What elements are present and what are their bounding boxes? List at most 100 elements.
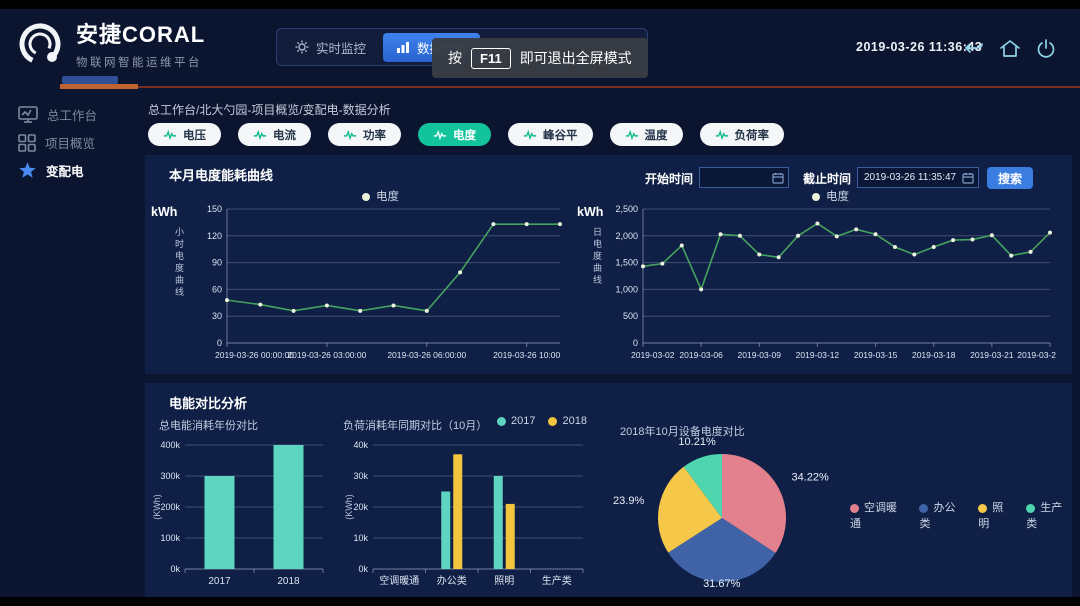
device-pie-chart: 34.22% 31.67% 23.9% 10.21%: [613, 436, 829, 590]
nav-label: 实时监控: [316, 41, 367, 56]
svg-text:0k: 0k: [170, 564, 180, 574]
sidebar-label: 变配电: [46, 165, 84, 179]
monthly-bar-chart: 0k 10k 20k 30k 40k 空调暖通 办公类 照明 生产类 (KWh): [344, 440, 584, 587]
metric-filter-bar: 电压 电流 功率 电度 峰谷平 温度 负荷率: [148, 123, 784, 146]
svg-text:2,500: 2,500: [615, 204, 638, 214]
back-icon[interactable]: [962, 37, 986, 61]
svg-text:(KWh): (KWh): [344, 494, 354, 520]
dashboard-icon: [18, 105, 38, 123]
filter-temperature[interactable]: 温度: [609, 123, 683, 146]
daily-legend[interactable]: 电度: [603, 188, 1058, 204]
calendar-icon[interactable]: [772, 171, 784, 184]
svg-text:40k: 40k: [353, 440, 368, 450]
power-icon[interactable]: [1034, 37, 1058, 61]
hourly-chart-title: 本月电度能耗曲线: [169, 168, 274, 183]
filter-label: 温度: [644, 129, 668, 142]
legend-dot: [850, 503, 859, 513]
legend-label: 电度: [376, 191, 399, 203]
y-unit-label: kWh: [151, 205, 178, 219]
legend-label: 生产类: [1026, 502, 1063, 530]
hourly-chart-block: 本月电度能耗曲线 电度 kWh 小时电度曲线 0 30 60 90 120 150 2019…: [145, 155, 575, 374]
calendar-icon[interactable]: [962, 171, 974, 184]
datetime-display: 2019-03-26 11:36:43: [856, 40, 983, 54]
filter-power[interactable]: 功率: [328, 123, 401, 146]
svg-text:0k: 0k: [358, 564, 368, 574]
legend-item[interactable]: 办公类: [919, 499, 965, 531]
brand-subtitle: 物联网智能运维平台: [76, 57, 202, 69]
svg-text:10.21%: 10.21%: [678, 436, 716, 448]
sidebar-item-project-overview[interactable]: 项目概览: [18, 133, 95, 152]
pie-chart-title: 2018年10月设备电度对比: [620, 426, 745, 438]
hourly-legend[interactable]: 电度: [193, 188, 568, 204]
sidebar-item-substation[interactable]: 变配电: [18, 161, 84, 180]
y-axis-name: 小时电度曲线: [174, 227, 184, 299]
svg-text:400k: 400k: [160, 440, 180, 450]
svg-text:2019-03-12: 2019-03-12: [796, 350, 840, 360]
legend-item[interactable]: 照明: [978, 499, 1013, 531]
toast-text: 即可退出全屏模式: [519, 50, 632, 66]
legend-label: 2018: [562, 415, 587, 427]
svg-text:500: 500: [623, 311, 638, 321]
svg-text:120: 120: [207, 231, 222, 241]
filter-load-rate[interactable]: 负荷率: [699, 123, 784, 146]
header-divider: [60, 86, 1080, 88]
end-time-input[interactable]: [857, 167, 979, 188]
pie-legend[interactable]: 空调暖通 办公类 照明 生产类: [850, 499, 1072, 531]
monthly-bar-legend[interactable]: 2017 2018: [497, 415, 587, 427]
search-button[interactable]: 搜索: [987, 167, 1033, 189]
filter-label: 电流: [273, 129, 296, 142]
logo-icon: [19, 23, 61, 64]
accent-tab-orange: [60, 84, 138, 89]
filter-voltage[interactable]: 电压: [148, 123, 221, 146]
gear-icon: [295, 40, 309, 54]
legend-item[interactable]: 空调暖通: [850, 499, 906, 531]
f11-key-badge: F11: [471, 47, 511, 69]
legend-dot: [978, 503, 988, 513]
brand-title: 安捷CORAL: [76, 22, 206, 47]
svg-text:2019-03-18: 2019-03-18: [912, 350, 956, 360]
yearly-bar-title: 总电能消耗年份对比: [159, 420, 258, 432]
filter-peak-valley[interactable]: 峰谷平: [508, 123, 593, 146]
svg-text:2019-03-09: 2019-03-09: [738, 350, 782, 360]
filter-current[interactable]: 电流: [238, 123, 311, 146]
svg-text:31.67%: 31.67%: [703, 578, 741, 590]
svg-text:生产类: 生产类: [542, 574, 572, 587]
sidebar-item-workbench[interactable]: 总工作台: [18, 105, 97, 124]
svg-text:2018: 2018: [277, 576, 300, 587]
sidebar-label: 总工作台: [47, 109, 98, 123]
svg-text:34.22%: 34.22%: [791, 471, 829, 483]
svg-text:1,000: 1,000: [615, 284, 638, 294]
svg-text:(KWh): (KWh): [152, 494, 162, 520]
svg-text:2019-03-26 00:00:00: 2019-03-26 00:00:00: [215, 350, 294, 360]
svg-text:20k: 20k: [353, 502, 368, 512]
svg-text:23.9%: 23.9%: [613, 495, 644, 507]
end-time-label: 截止时间: [803, 172, 852, 186]
svg-text:0: 0: [633, 338, 638, 348]
nav-item-realtime-monitor[interactable]: 实时监控: [282, 33, 379, 62]
comparison-panel-title: 电能对比分析: [169, 396, 248, 411]
svg-text:2019-03-21: 2019-03-21: [970, 350, 1014, 360]
svg-text:2019-03-26 06:00:00: 2019-03-26 06:00:00: [387, 350, 466, 360]
app-window: 安捷CORAL 物联网智能运维平台 实时监控 数据分析 按 F11 即可退出全屏…: [0, 9, 1080, 597]
brand: 安捷CORAL 物联网智能运维平台: [14, 17, 205, 70]
legend-dot: [919, 503, 929, 513]
bar-chart-icon: [397, 42, 410, 53]
substation-icon: [19, 162, 36, 178]
svg-text:1,500: 1,500: [615, 258, 638, 268]
legend-item[interactable]: 生产类: [1026, 499, 1072, 531]
home-icon[interactable]: [998, 37, 1022, 61]
breadcrumb: 总工作台/北大勺园-项目概览/变配电-数据分析: [148, 103, 391, 117]
legend-item[interactable]: 2017: [497, 415, 535, 427]
svg-text:150: 150: [207, 204, 222, 214]
sidebar-label: 项目概览: [45, 137, 96, 151]
legend-label: 办公类: [919, 502, 956, 530]
y-axis-name: 日电度曲线: [592, 227, 602, 287]
svg-text:空调暖通: 空调暖通: [379, 574, 419, 587]
legend-item[interactable]: 2018: [548, 415, 587, 427]
filter-energy[interactable]: 电度: [418, 123, 491, 146]
legend-label: 2017: [511, 415, 536, 427]
start-time-input[interactable]: [699, 167, 789, 188]
filter-label: 电压: [183, 129, 206, 142]
